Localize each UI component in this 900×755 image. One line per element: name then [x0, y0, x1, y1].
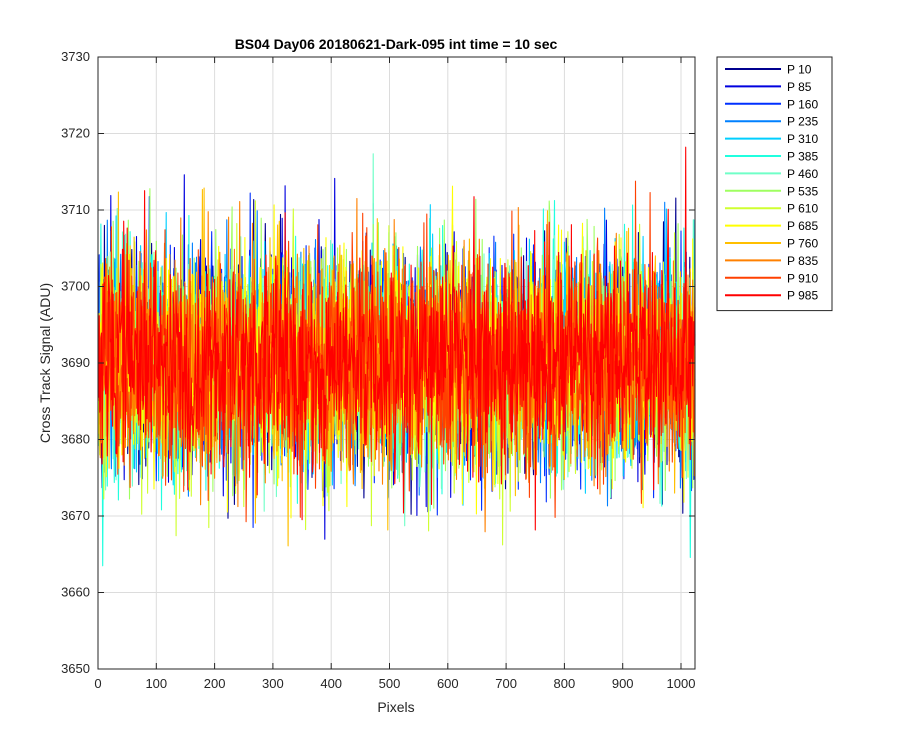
- legend-label: P 460: [787, 167, 818, 181]
- x-tick-label: 700: [495, 676, 517, 691]
- legend-label: P 910: [787, 271, 818, 285]
- y-tick-label: 3680: [61, 432, 90, 447]
- y-axis-label: Cross Track Signal (ADU): [37, 283, 53, 443]
- legend-label: P 160: [787, 97, 818, 111]
- legend-label: P 835: [787, 254, 818, 268]
- legend-label: P 310: [787, 132, 818, 146]
- legend-label: P 10: [787, 63, 812, 77]
- x-tick-label: 0: [94, 676, 101, 691]
- x-tick-label: 300: [262, 676, 284, 691]
- legend-label: P 385: [787, 150, 818, 164]
- y-tick-label: 3700: [61, 279, 90, 294]
- x-tick-label: 200: [204, 676, 226, 691]
- y-tick-label: 3690: [61, 355, 90, 370]
- x-tick-label: 1000: [667, 676, 696, 691]
- legend: P 10 P 85 P 160 P 235 P 310 P 385 P 460 P 535 P …: [716, 56, 833, 312]
- x-axis-label: Pixels: [377, 699, 414, 715]
- chart-title: BS04 Day06 20180621-Dark-095 int time = …: [235, 36, 558, 52]
- y-tick-label: 3660: [61, 585, 90, 600]
- y-tick-label: 3710: [61, 202, 90, 217]
- legend-label: P 610: [787, 202, 818, 216]
- legend-label: P 535: [787, 184, 818, 198]
- legend-box: [716, 56, 833, 312]
- x-tick-label: 800: [554, 676, 576, 691]
- legend-label: P 85: [787, 80, 812, 94]
- x-tick-label: 400: [320, 676, 342, 691]
- series-layer: [98, 146, 696, 567]
- y-tick-label: 3670: [61, 508, 90, 523]
- x-tick-label: 100: [145, 676, 167, 691]
- y-tick-label: 3720: [61, 126, 90, 141]
- legend-label: P 235: [787, 115, 818, 129]
- axis-ticks: 0 100 200 300 400 500 600 700 800 900 1000 3650 3660…: [61, 49, 695, 691]
- x-tick-label: 900: [612, 676, 634, 691]
- legend-label: P 985: [787, 289, 818, 303]
- y-tick-label: 3650: [61, 661, 90, 676]
- legend-label: P 760: [787, 237, 818, 251]
- y-tick-label: 3730: [61, 49, 90, 64]
- legend-label: P 685: [787, 219, 818, 233]
- x-tick-label: 600: [437, 676, 459, 691]
- series-line-p985: [98, 146, 696, 531]
- x-tick-label: 500: [379, 676, 401, 691]
